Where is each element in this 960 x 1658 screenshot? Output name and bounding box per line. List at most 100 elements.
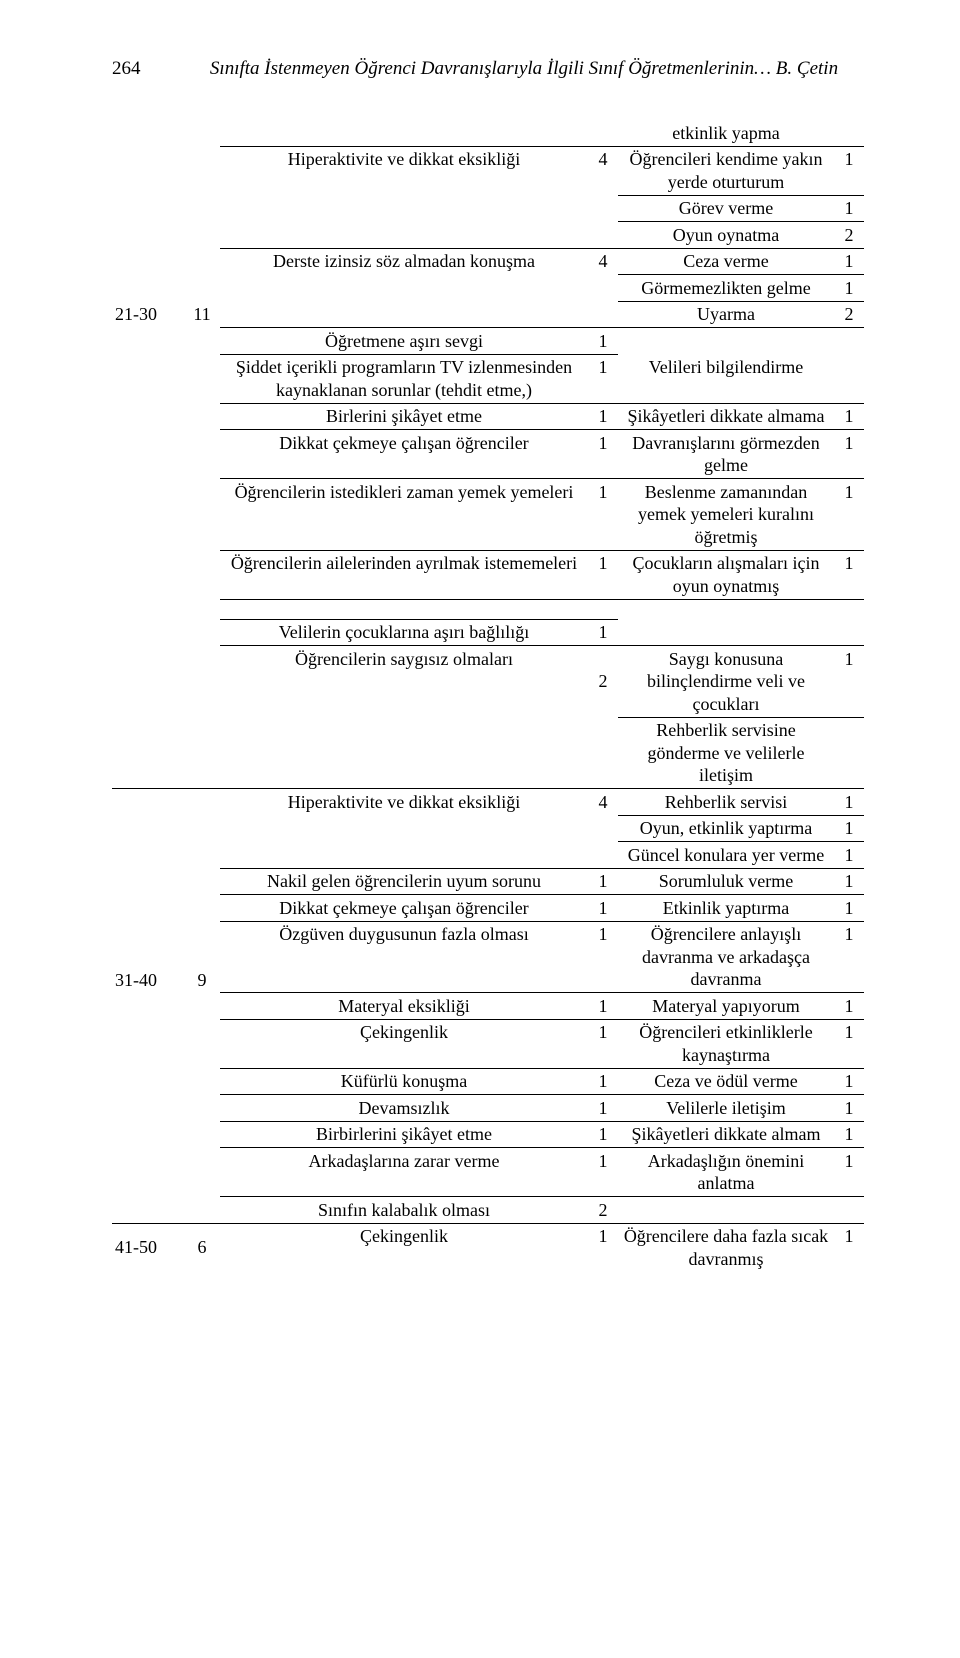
cell: 1: [834, 1095, 864, 1122]
cell: Oyun, etkinlik yaptırma: [618, 815, 834, 842]
cell: Öğretmene aşırı sevgi: [220, 328, 588, 355]
running-header: 264 Sınıfta İstenmeyen Öğrenci Davranışl…: [112, 58, 864, 80]
cell: Hiperaktivite ve dikkat eksikliği: [220, 146, 588, 195]
table-row: Hiperaktivite ve dikkat eksikliği 4 Öğre…: [112, 146, 864, 195]
cell: 2: [834, 222, 864, 249]
cell: 1: [588, 354, 618, 403]
cell: Öğrencilerin saygısız olmaları: [220, 646, 588, 718]
cell: 1: [834, 842, 864, 869]
table-row: Çekingenlik 1 Öğrencileri etkinliklerle …: [112, 1019, 864, 1068]
group-range: 41-50: [112, 1223, 184, 1272]
table-row: 41-50 6 Çekingenlik 1 Öğrencilere daha f…: [112, 1223, 864, 1272]
cell: 1: [588, 479, 618, 551]
cell: Devamsızlık: [220, 1095, 588, 1122]
table-row: Rehberlik servisine gönderme ve velilerl…: [112, 717, 864, 789]
table-row: Velilerin çocuklarına aşırı bağlılığı 1: [112, 619, 864, 646]
table-row: Görmemezlikten gelme 1: [112, 275, 864, 302]
table-row: Nakil gelen öğrencilerin uyum sorunu 1 S…: [112, 868, 864, 895]
group-count: 9: [184, 921, 220, 993]
cell: 1: [834, 646, 864, 718]
cell: Materyal yapıyorum: [618, 993, 834, 1020]
table-row: Hiperaktivite ve dikkat eksikliği 4 Rehb…: [112, 789, 864, 816]
cell: 1: [834, 146, 864, 195]
cell: Öğrencilerin istedikleri zaman yemek yem…: [220, 479, 588, 551]
cell: 1: [834, 479, 864, 551]
table-row: [112, 599, 864, 619]
cell: 1: [834, 1148, 864, 1197]
cell: Öğrencilere anlayışlı davranma ve arkada…: [618, 921, 834, 993]
cell: 1: [588, 895, 618, 922]
cell: Velileri bilgilendirme: [618, 354, 834, 403]
cell: Materyal eksikliği: [220, 993, 588, 1020]
cell: etkinlik yapma: [618, 120, 834, 146]
table-row: Şiddet içerikli programların TV izlenmes…: [112, 354, 864, 403]
cell: 1: [834, 1019, 864, 1068]
cell: Ceza verme: [618, 248, 834, 275]
cell: Birbirlerini şikâyet etme: [220, 1121, 588, 1148]
cell: 4: [588, 789, 618, 816]
cell: Şikâyetleri dikkate almam: [618, 1121, 834, 1148]
cell: Öğrencilerin ailelerinden ayrılmak istem…: [220, 550, 588, 599]
table-row: etkinlik yapma: [112, 120, 864, 146]
cell: 1: [588, 430, 618, 479]
table-row: Arkadaşlarına zarar verme 1 Arkadaşlığın…: [112, 1148, 864, 1197]
table-row: Birlerini şikâyet etme 1 Şikâyetleri dik…: [112, 403, 864, 430]
table-row: Birbirlerini şikâyet etme 1 Şikâyetleri …: [112, 1121, 864, 1148]
cell: 1: [834, 789, 864, 816]
cell: 1: [588, 1223, 618, 1272]
running-title: Sınıfta İstenmeyen Öğrenci Davranışlarıy…: [184, 58, 864, 80]
cell: 1: [834, 895, 864, 922]
cell: 2: [588, 1197, 618, 1224]
cell: 1: [588, 921, 618, 993]
cell: 1: [588, 1019, 618, 1068]
cell: Hiperaktivite ve dikkat eksikliği: [220, 789, 588, 816]
cell: 1: [588, 993, 618, 1020]
cell: Görmemezlikten gelme: [618, 275, 834, 302]
cell: Özgüven duygusunun fazla olması: [220, 921, 588, 993]
cell: 1: [588, 1121, 618, 1148]
cell: Sorumluluk verme: [618, 868, 834, 895]
table-row: Öğretmene aşırı sevgi 1: [112, 328, 864, 355]
cell: Öğrencileri etkinliklerle kaynaştırma: [618, 1019, 834, 1068]
cell: 1: [588, 1068, 618, 1095]
table-row: Oyun oynatma 2: [112, 222, 864, 249]
cell: 4: [588, 248, 618, 275]
table-row: Öğrencilerin saygısız olmaları 2 Saygı k…: [112, 646, 864, 718]
cell: 1: [588, 328, 618, 355]
cell: 1: [588, 550, 618, 599]
cell: 1: [834, 868, 864, 895]
table-row: Sınıfın kalabalık olması 2: [112, 1197, 864, 1224]
cell: Dikkat çekmeye çalışan öğrenciler: [220, 895, 588, 922]
table-row: Derste izinsiz söz almadan konuşma 4 Cez…: [112, 248, 864, 275]
cell: Çekingenlik: [220, 1019, 588, 1068]
group-range: 31-40: [112, 921, 184, 993]
cell: 1: [834, 275, 864, 302]
cell: 1: [588, 403, 618, 430]
table-row: 21-30 11 Uyarma 2: [112, 301, 864, 328]
cell: Oyun oynatma: [618, 222, 834, 249]
cell: 1: [834, 815, 864, 842]
cell: Çocukların alışmaları için oyun oynatmış: [618, 550, 834, 599]
cell: Dikkat çekmeye çalışan öğrenciler: [220, 430, 588, 479]
cell: Görev verme: [618, 195, 834, 222]
table-row: Oyun, etkinlik yaptırma 1: [112, 815, 864, 842]
cell: Saygı konusuna bilinçlendirme veli ve ço…: [618, 646, 834, 718]
cell: Küfürlü konuşma: [220, 1068, 588, 1095]
group-count: 6: [184, 1223, 220, 1272]
cell: Birlerini şikâyet etme: [220, 403, 588, 430]
cell: 1: [588, 868, 618, 895]
cell: 1: [834, 921, 864, 993]
cell: 2: [588, 646, 618, 718]
cell: 1: [834, 1121, 864, 1148]
cell: 1: [834, 993, 864, 1020]
cell: Güncel konulara yer verme: [618, 842, 834, 869]
cell: 1: [834, 1223, 864, 1272]
cell: Arkadaşlarına zarar verme: [220, 1148, 588, 1197]
cell: Velilerin çocuklarına aşırı bağlılığı: [220, 619, 588, 646]
cell: 1: [588, 619, 618, 646]
table-row: Öğrencilerin istedikleri zaman yemek yem…: [112, 479, 864, 551]
cell: Derste izinsiz söz almadan konuşma: [220, 248, 588, 275]
group-range: 21-30: [112, 301, 184, 328]
cell: Sınıfın kalabalık olması: [220, 1197, 588, 1224]
table-row: Görev verme 1: [112, 195, 864, 222]
